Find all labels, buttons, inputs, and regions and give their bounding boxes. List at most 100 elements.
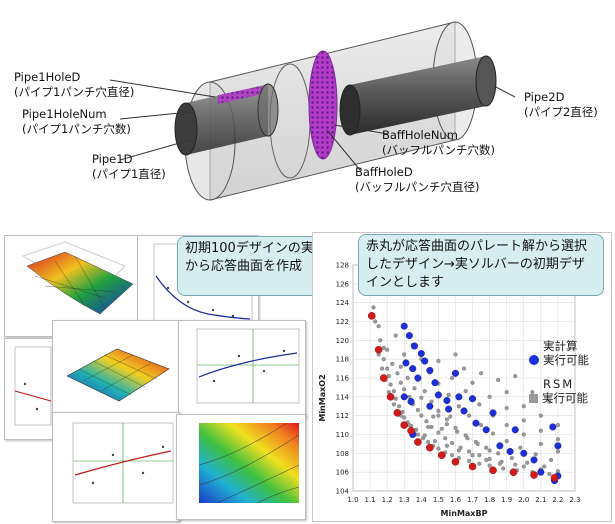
- rsm-point: [398, 364, 403, 369]
- selected-point: [509, 468, 518, 476]
- rsm-point: [547, 399, 552, 404]
- x-tick-label: 2.2: [552, 496, 563, 504]
- callout-pareto-selection: 赤丸が応答曲面のパレート解から選択したデザイン→実ソルバーの初期デザインとします: [358, 234, 604, 296]
- rsm-point: [478, 422, 484, 428]
- rsm-point: [405, 375, 410, 381]
- rsm-point: [470, 453, 475, 458]
- rsm-point: [453, 425, 458, 431]
- rsm-point: [484, 445, 489, 450]
- actual-point: [496, 442, 504, 450]
- actual-point: [549, 423, 557, 431]
- rsm-point: [487, 463, 492, 468]
- rsm-point: [456, 448, 461, 453]
- rsm-point: [555, 422, 561, 428]
- pareto-scatter-chart: 1.0 1.1 1.2 1.3 1.4 1.5 1.6 1.7 1.8 1.9 2.0 2.1 2.2 2…: [318, 262, 581, 519]
- actual-point: [400, 322, 408, 330]
- rsm-point: [513, 462, 518, 467]
- rsm-point: [415, 432, 420, 437]
- label-ja: (パイプ1パンチ穴直径): [14, 85, 135, 99]
- rsm-point: [432, 438, 438, 444]
- rsm-point: [487, 456, 492, 462]
- label-en: Pipe2D: [524, 90, 565, 104]
- rsm-point: [426, 439, 431, 445]
- baff-hole-d-label: BaffHoleD (バッフルパンチ穴直径): [355, 165, 480, 195]
- actual-point: [421, 357, 429, 365]
- actual-point: [511, 426, 519, 434]
- y-tick-label: 114: [336, 393, 350, 401]
- rsm-point: [402, 415, 407, 420]
- x-axis-label: MinMaxBP: [441, 509, 488, 518]
- rsm-point: [397, 404, 402, 409]
- label-ja: (パイプ2直径): [524, 105, 598, 119]
- leader-lines: [109, 79, 516, 171]
- rsm-point: [414, 427, 419, 432]
- rsm-point: [477, 402, 482, 407]
- rsm-point: [497, 461, 502, 466]
- x-tick-label: 1.7: [467, 496, 478, 504]
- rsm-point: [490, 431, 496, 436]
- rsm-point: [439, 426, 444, 431]
- rsm-point: [461, 366, 467, 371]
- rsm-point: [538, 428, 543, 433]
- rsm-point: [415, 407, 420, 413]
- rsm-point: [453, 352, 458, 357]
- legend-actual-label: 実行可能: [543, 353, 589, 367]
- actual-point: [426, 402, 434, 410]
- rsm-point: [444, 417, 450, 422]
- rsm-point: [465, 436, 470, 441]
- rsm-point: [463, 389, 468, 394]
- label-en: Pipe1HoleNum: [22, 107, 107, 121]
- y-axis-label: MinMaxO2: [318, 374, 327, 421]
- actual-point: [460, 407, 468, 415]
- rsm-point: [501, 466, 506, 471]
- y-tick-label: 128: [336, 262, 349, 270]
- actual-point: [409, 365, 417, 373]
- rsm-point: [412, 386, 417, 391]
- rsm-point: [381, 357, 386, 362]
- rsm-point: [555, 437, 561, 442]
- rsm-point: [422, 389, 427, 394]
- legend-rsm: RSM 実行可能: [529, 377, 609, 405]
- rsm-point: [391, 389, 397, 394]
- selected-point: [386, 393, 395, 401]
- y-tick-label: 118: [336, 356, 349, 364]
- baffle-plate: [308, 50, 338, 160]
- surface-plot-2: [66, 348, 170, 402]
- selected-point: [374, 345, 383, 354]
- rsm-point: [504, 390, 509, 395]
- x-tick-label: 2.0: [518, 496, 529, 504]
- x-tick-label: 1.6: [450, 496, 462, 504]
- actual-point: [451, 369, 459, 377]
- selected-point: [489, 466, 497, 475]
- selected-point: [451, 458, 460, 466]
- blue-circle-icon: [529, 355, 539, 365]
- actual-point: [469, 395, 477, 403]
- actual-point: [400, 393, 408, 401]
- actual-point: [402, 359, 410, 367]
- rsm-point: [379, 366, 385, 371]
- rsm-point: [455, 429, 460, 434]
- label-en: Pipe1D: [92, 152, 133, 166]
- rsm-point: [400, 409, 405, 414]
- selected-point: [379, 374, 388, 382]
- rsm-point: [555, 449, 561, 454]
- rsm-point: [436, 446, 441, 451]
- rsm-point: [436, 408, 441, 414]
- rsm-point: [391, 402, 397, 407]
- y-tick-label: 104: [336, 488, 350, 496]
- x-tick-label: 1.1: [365, 496, 376, 504]
- label-ja: (バッフルパンチ穴直径): [355, 180, 480, 194]
- y-tick-label: 106: [336, 469, 350, 477]
- rsm-point: [449, 440, 455, 446]
- callout-text: 初期100デザインの実計算から応答曲面を作成: [185, 241, 340, 274]
- fit-plot-1: [196, 328, 300, 404]
- rsm-point: [521, 432, 526, 437]
- rsm-point: [467, 413, 472, 418]
- rsm-point: [446, 392, 451, 398]
- rsm-point: [424, 419, 429, 424]
- rsm-point: [513, 374, 518, 379]
- pipe1-hole-num-label: Pipe1HoleNum (パイプ1パンチ穴数): [22, 107, 131, 137]
- x-tick-label: 1.4: [416, 496, 428, 504]
- actual-point: [489, 409, 497, 417]
- rsm-point: [477, 461, 482, 466]
